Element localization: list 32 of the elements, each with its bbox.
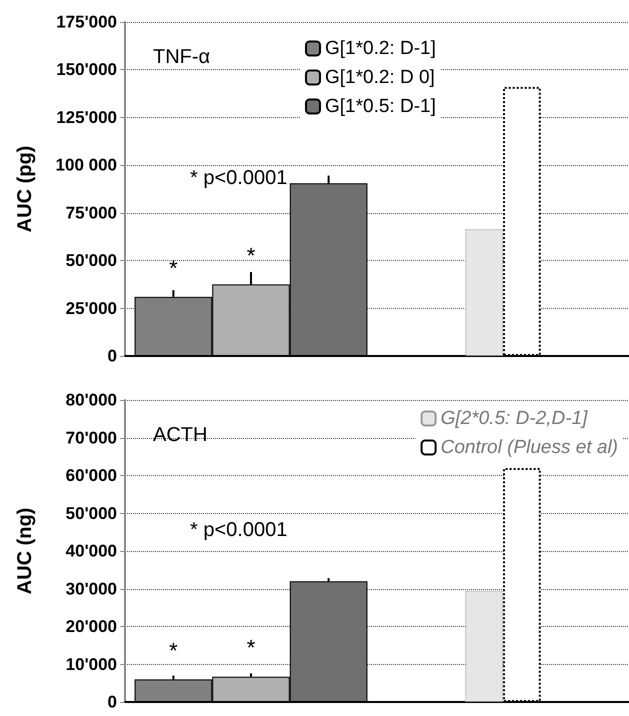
text: TNF-α: [153, 46, 210, 68]
y-tick-label: 70'000: [66, 428, 117, 448]
annotation: * p<0.0001: [190, 167, 288, 189]
data-label: *: [246, 242, 256, 268]
y-tick-label: 75'000: [66, 203, 117, 222]
y-tick-label: 175'000: [56, 12, 117, 32]
data-label: *: [169, 255, 178, 280]
y-tick-label: 100 000: [56, 156, 117, 175]
legend-label: G[1*0.2: D 0]: [325, 67, 435, 88]
annotation: * p<0.0001: [190, 519, 288, 541]
y-axis-title: AUC (pg): [14, 146, 36, 232]
text: ACTH: [153, 424, 208, 446]
legend-label: G[1*0.5: D-1]: [325, 96, 436, 117]
legend-label: Control (Pluess et al): [440, 437, 618, 458]
y-tick-label: 80'000: [66, 390, 117, 410]
y-tick-label: 50'000: [66, 504, 117, 523]
y-tick-label: 40'000: [66, 542, 117, 560]
data-label: *: [169, 638, 178, 663]
y-tick-label: 25'000: [66, 298, 117, 318]
y-tick-label: 150'000: [56, 60, 117, 80]
y-tick-label: 0: [108, 346, 117, 366]
legend-label: G[1*0.2: D-1]: [325, 38, 436, 59]
y-tick-label: 125'000: [56, 108, 117, 127]
y-tick-label: 20'000: [66, 617, 117, 636]
y-tick-label: 10'000: [66, 654, 117, 674]
y-tick-label: 0: [108, 692, 117, 712]
y-tick-label: 60'000: [66, 466, 117, 485]
y-tick-label: 50'000: [66, 251, 117, 270]
y-axis-title: AUC (ng): [14, 508, 36, 594]
legend-label: G[2*0.5: D-2,D-1]: [440, 408, 588, 429]
y-tick-label: 30'000: [66, 579, 117, 598]
data-label: *: [246, 635, 256, 660]
